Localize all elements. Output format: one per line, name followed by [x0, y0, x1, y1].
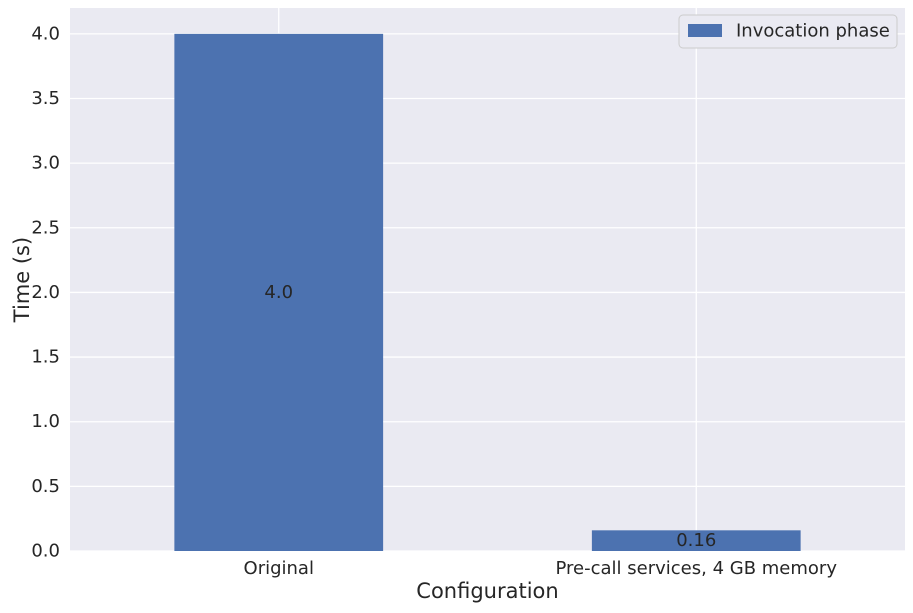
y-tick-label: 3.5 [31, 88, 60, 109]
y-tick-label: 0.5 [31, 476, 60, 497]
legend-swatch [688, 24, 722, 37]
x-tick-label: Original [244, 558, 314, 579]
y-tick-label: 4.0 [31, 23, 60, 44]
y-tick-label: 1.0 [31, 411, 60, 432]
x-axis-ticks: Original Pre-call services, 4 GB memory [244, 558, 838, 579]
bar-value-label: 4.0 [264, 282, 293, 303]
y-axis-ticks: 0.0 0.5 1.0 1.5 2.0 2.5 3.0 3.5 4.0 [31, 23, 60, 561]
x-axis-title: Configuration [416, 579, 558, 603]
bar-value-label: 0.16 [676, 530, 716, 551]
y-tick-label: 0.0 [31, 541, 60, 562]
legend: Invocation phase [678, 14, 898, 49]
y-tick-label: 1.5 [31, 347, 60, 368]
bars [174, 33, 801, 552]
data-labels: 4.0 0.16 [264, 282, 716, 551]
legend-box [678, 14, 898, 49]
y-tick-label: 2.5 [31, 217, 60, 238]
y-tick-label: 3.0 [31, 153, 60, 174]
bar [591, 530, 801, 551]
legend-label: Invocation phase [736, 21, 890, 42]
y-axis-title: Time (s) [10, 237, 34, 323]
x-tick-label: Pre-call services, 4 GB memory [556, 558, 838, 579]
bar [174, 33, 384, 552]
y-tick-label: 2.0 [31, 282, 60, 303]
